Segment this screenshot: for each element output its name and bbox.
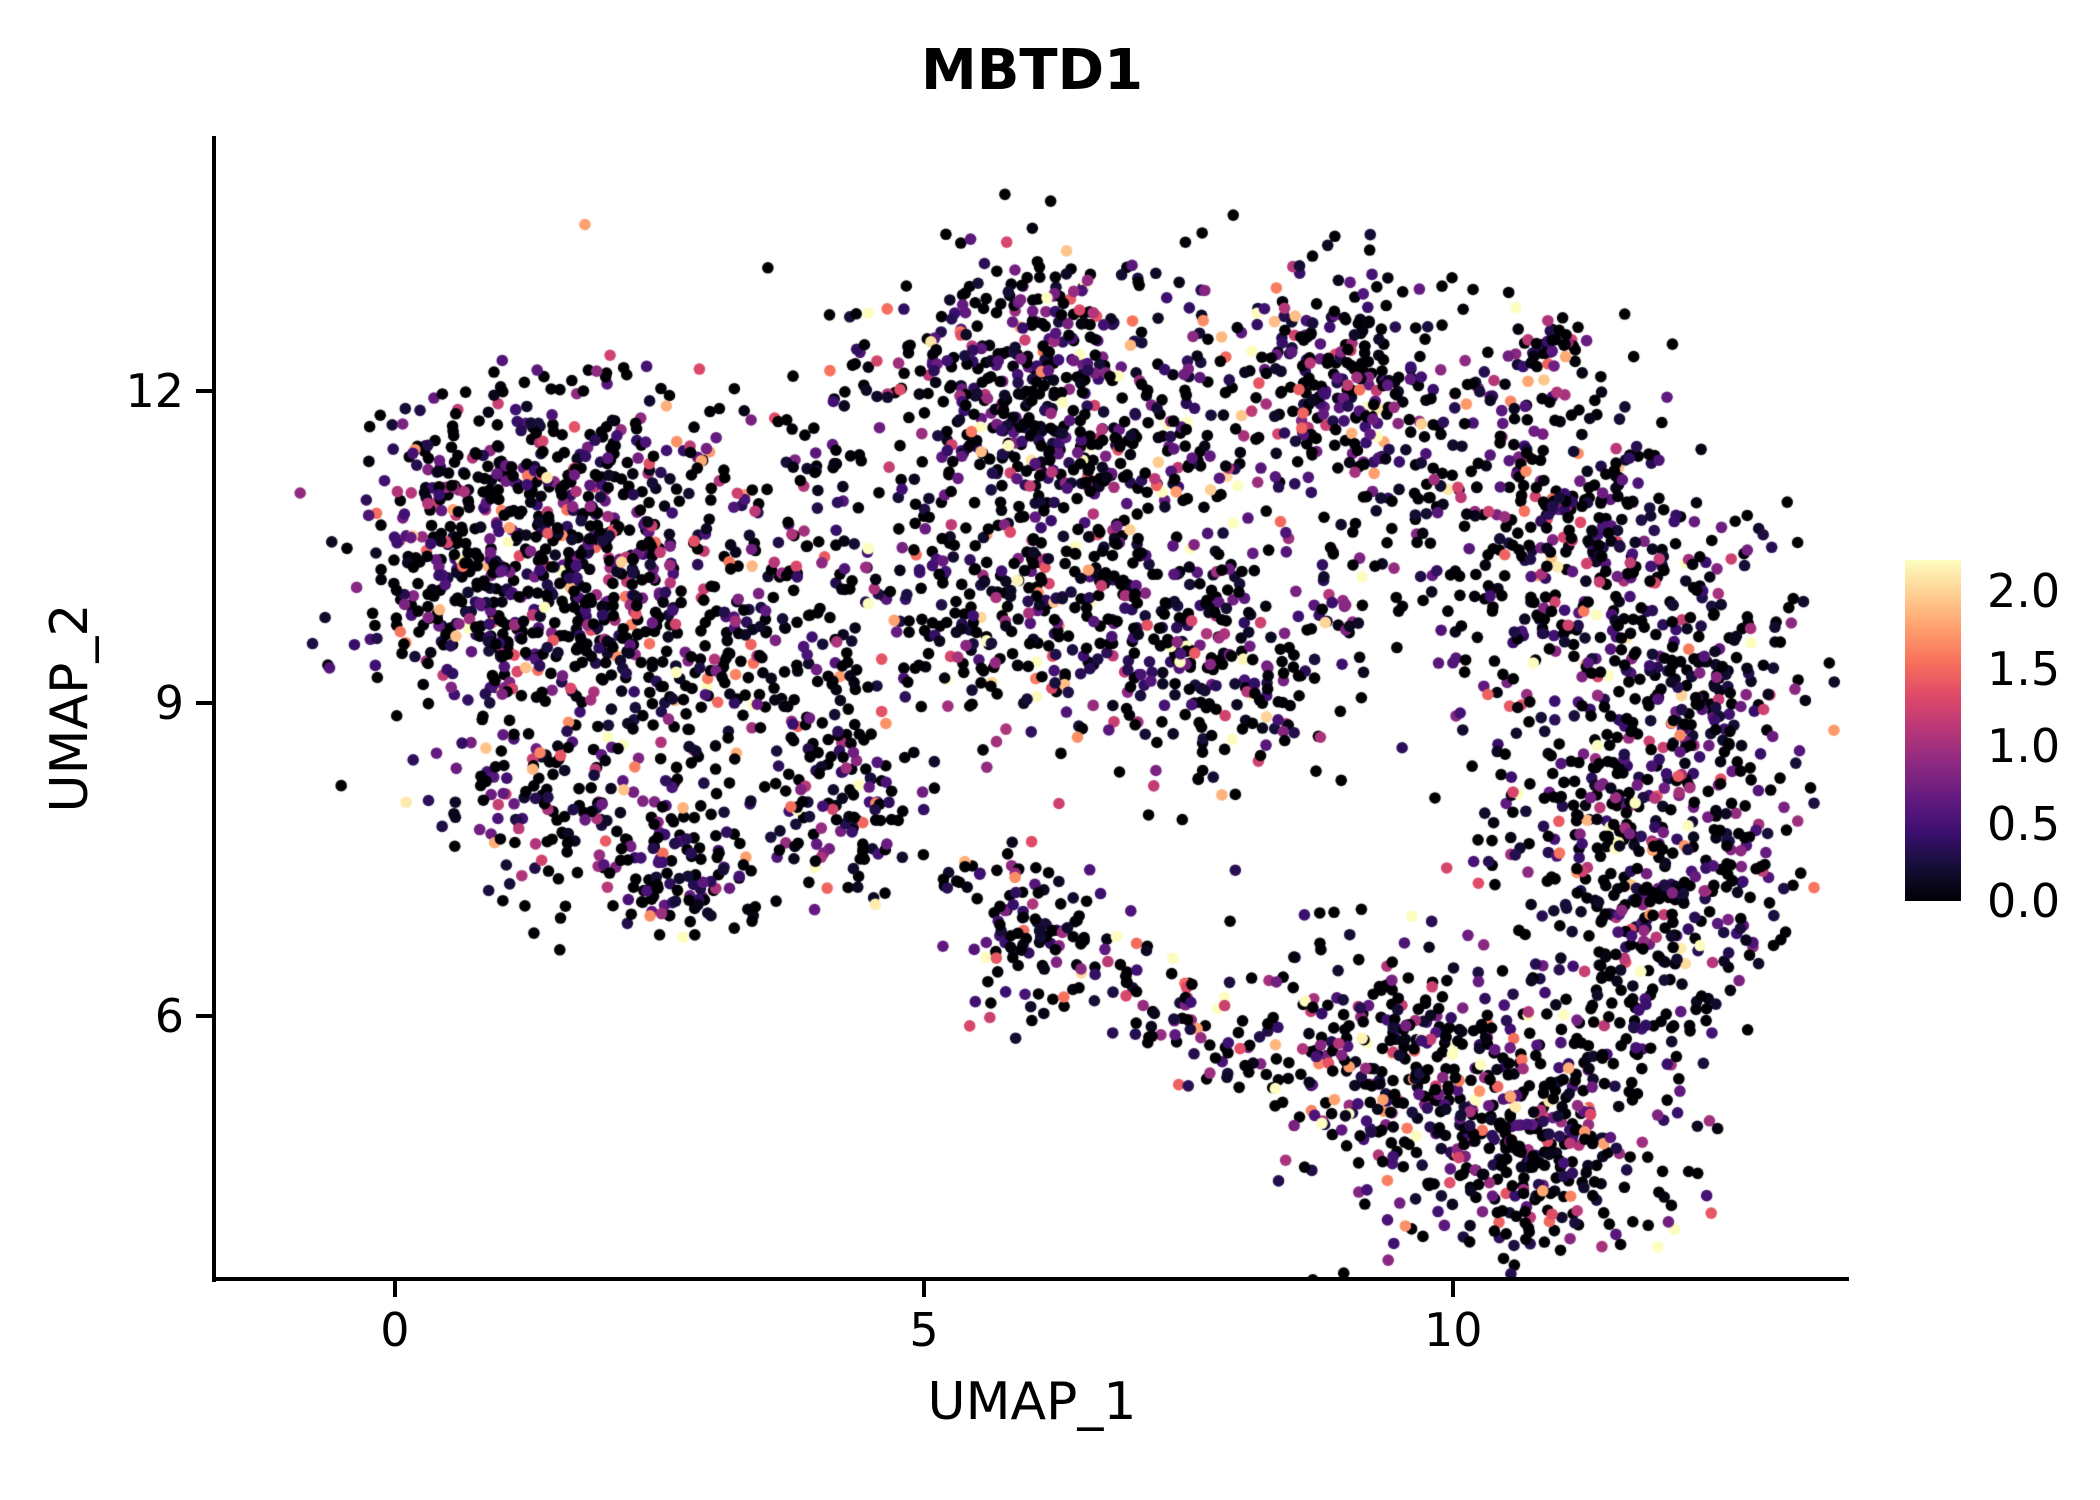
x-tick-mark bbox=[392, 1281, 397, 1297]
y-tick-label: 6 bbox=[154, 988, 184, 1043]
colorbar-tick-label: 0.0 bbox=[1987, 874, 2061, 928]
colorbar-tick-label: 0.5 bbox=[1987, 796, 2061, 851]
y-tick-mark bbox=[196, 1013, 212, 1018]
x-axis-label: UMAP_1 bbox=[927, 1372, 1137, 1432]
y-tick-label: 12 bbox=[125, 363, 184, 418]
scatter-plot-canvas bbox=[216, 138, 1848, 1277]
y-tick-mark bbox=[196, 388, 212, 393]
colorbar-tick-label: 1.5 bbox=[1987, 641, 2061, 696]
y-tick-label: 9 bbox=[154, 676, 184, 731]
plot-title: MBTD1 bbox=[920, 38, 1144, 103]
x-axis-line bbox=[212, 1277, 1849, 1281]
y-tick-mark bbox=[196, 701, 212, 706]
x-tick-mark bbox=[1451, 1281, 1456, 1297]
colorbar-tick-label: 1.0 bbox=[1987, 719, 2061, 773]
x-tick-mark bbox=[922, 1281, 927, 1297]
y-axis-line bbox=[212, 136, 216, 1282]
colorbar-gradient bbox=[1905, 560, 1961, 901]
colorbar-tick-label: 2.0 bbox=[1987, 564, 2061, 618]
x-tick-label: 0 bbox=[380, 1303, 410, 1357]
x-tick-label: 10 bbox=[1423, 1303, 1483, 1357]
x-tick-label: 5 bbox=[909, 1303, 939, 1357]
